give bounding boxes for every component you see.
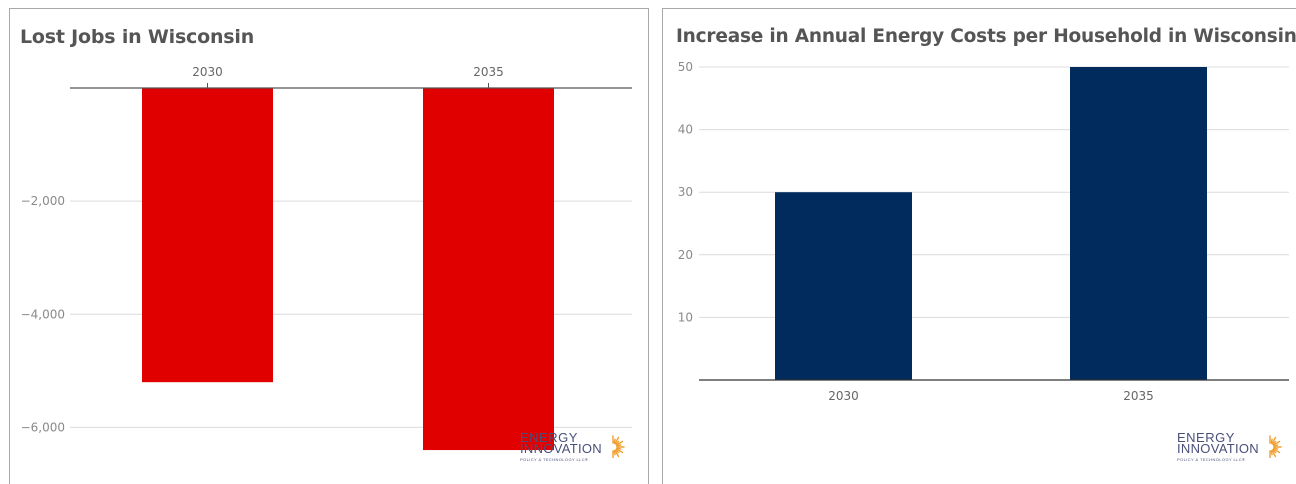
logo-tagline: POLICY & TECHNOLOGY LLC® [520, 457, 589, 462]
bar-chart-lost-jobs: −2,000 −4,000 −6,000 2030 2035 [21, 65, 632, 451]
y-tick-label: 50 [678, 60, 693, 74]
bar [1070, 67, 1207, 380]
chart-title: Lost Jobs in Wisconsin [20, 26, 255, 48]
sun-ray [1270, 450, 1273, 456]
y-tick-label: 30 [678, 185, 693, 199]
y-tick-label: 20 [678, 248, 693, 262]
logo-tagline: POLICY & TECHNOLOGY LLC® [1177, 457, 1246, 462]
y-tick-label: 10 [678, 310, 693, 324]
sun-ray [1271, 449, 1277, 458]
sun-ray [613, 438, 616, 444]
sun-ray [615, 440, 624, 446]
sun-ray [616, 444, 622, 447]
sun-ray [1273, 447, 1279, 450]
y-tick-label: −2,000 [21, 194, 65, 208]
x-tick-label: 2030 [192, 65, 223, 79]
x-tick-label: 2035 [473, 65, 504, 79]
x-tick-label: 2035 [1123, 389, 1154, 403]
y-tick-label: −6,000 [21, 420, 65, 434]
sun-ray [615, 440, 620, 445]
energy-innovation-logo: ENERGY INNOVATION POLICY & TECHNOLOGY LL… [520, 429, 630, 465]
energy-innovation-logo: ENERGY INNOVATION POLICY & TECHNOLOGY LL… [1177, 429, 1287, 465]
sun-ray [1273, 444, 1279, 447]
sun-ray [1272, 448, 1281, 454]
chart-panel-energy-costs: Increase in Annual Energy Costs per Hous… [662, 8, 1296, 484]
sun-ray [616, 447, 622, 450]
sun-ray [1272, 449, 1277, 454]
bar [423, 88, 554, 451]
chart-panel-lost-jobs: Lost Jobs in Wisconsin −2,000 −4,000 −6,00… [9, 8, 649, 484]
sun-ray [614, 436, 620, 445]
sun-ray [615, 448, 624, 454]
sun-ray [613, 450, 616, 456]
bar [142, 88, 273, 383]
chart-title: Increase in Annual Energy Costs per Hous… [676, 26, 1296, 47]
sun-ray [1271, 436, 1277, 445]
sunburst-icon [612, 435, 625, 458]
y-tick-label: −4,000 [21, 307, 65, 321]
sun-ray [614, 449, 620, 458]
sun-ray [615, 449, 620, 454]
bar [775, 192, 912, 380]
logo-line2: INNOVATION [520, 441, 602, 456]
y-tick-label: 40 [678, 123, 693, 137]
logo-line1: ENERGY [1177, 430, 1235, 445]
sunburst-icon [1269, 435, 1282, 458]
sun-ray [1272, 440, 1277, 445]
x-tick-label: 2030 [828, 389, 859, 403]
logo-line2: INNOVATION [1177, 441, 1259, 456]
logo-line1: ENERGY [520, 430, 578, 445]
sun-ray [1270, 438, 1273, 444]
sun-ray [1272, 440, 1281, 446]
